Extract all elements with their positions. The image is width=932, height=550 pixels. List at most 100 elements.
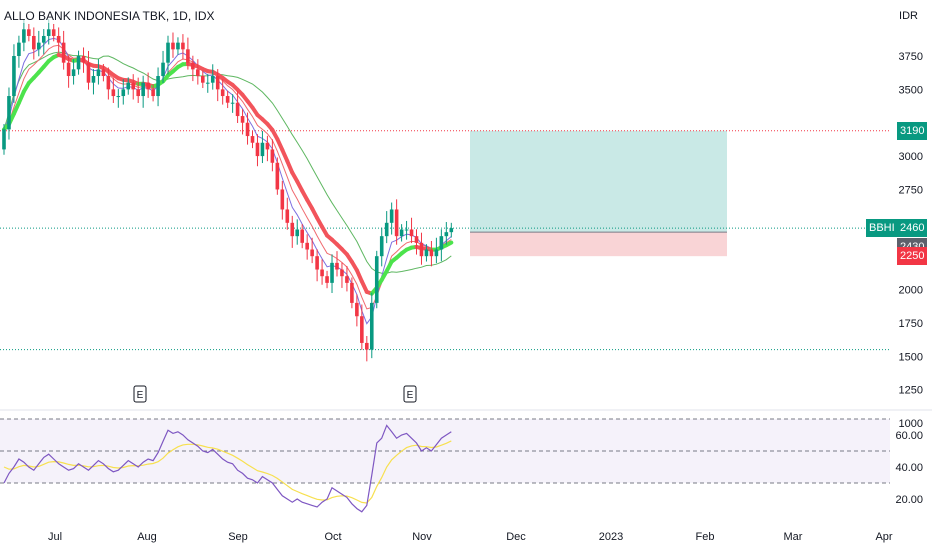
candle-body[interactable] [141, 82, 145, 97]
candle-body[interactable] [2, 129, 6, 150]
candle-body[interactable] [305, 242, 309, 250]
candle-body[interactable] [369, 302, 374, 350]
candle-body[interactable] [166, 42, 170, 63]
candle-body[interactable] [389, 209, 394, 223]
candle-body[interactable] [330, 262, 334, 283]
candle-body[interactable] [56, 35, 61, 43]
candle-body[interactable] [394, 209, 399, 237]
candle-body[interactable] [409, 229, 414, 237]
candle-body[interactable] [379, 236, 384, 257]
candle-body[interactable] [429, 249, 434, 257]
candle-body[interactable] [250, 136, 255, 143]
candle-body[interactable] [96, 69, 101, 77]
candle-body[interactable] [355, 302, 359, 317]
candle-body[interactable] [270, 149, 275, 163]
candle-body[interactable] [260, 142, 265, 157]
candle-body[interactable] [255, 142, 260, 157]
candle-body[interactable] [365, 342, 369, 350]
candle-body[interactable] [126, 82, 131, 90]
candle-body[interactable] [384, 222, 389, 237]
candle-body[interactable] [61, 42, 66, 63]
candle-body[interactable] [265, 142, 270, 150]
candle-body[interactable] [245, 122, 250, 137]
price-axis-tick: 2000 [899, 285, 923, 297]
candle-body[interactable] [240, 116, 245, 123]
candle-body[interactable] [111, 89, 116, 97]
candle-body[interactable] [280, 189, 285, 210]
candle-body[interactable] [230, 102, 235, 104]
candle-body[interactable] [295, 229, 300, 237]
candle-body[interactable] [201, 76, 205, 83]
candle-body[interactable] [225, 96, 230, 103]
candle-body[interactable] [196, 69, 200, 77]
candle-body[interactable] [136, 89, 140, 97]
candle-body[interactable] [360, 316, 364, 343]
candle-body[interactable] [320, 269, 324, 277]
candle-body[interactable] [27, 29, 31, 36]
candle-body[interactable] [7, 96, 11, 130]
candle-body[interactable] [91, 76, 96, 83]
candle-body[interactable] [66, 62, 71, 77]
candle-body[interactable] [186, 49, 190, 63]
candle-body[interactable] [220, 89, 225, 97]
candle-body[interactable] [12, 56, 16, 97]
candle-body[interactable] [101, 69, 106, 77]
candle-body[interactable] [215, 76, 220, 90]
earnings-marker[interactable] [403, 385, 417, 403]
candle-body[interactable] [315, 256, 319, 270]
candle-body[interactable] [116, 96, 121, 98]
candle-body[interactable] [414, 236, 419, 243]
candle-body[interactable] [161, 62, 165, 77]
candle-body[interactable] [176, 42, 180, 50]
candle-body[interactable] [439, 236, 444, 250]
candle-body[interactable] [156, 76, 160, 97]
candle-body[interactable] [404, 229, 409, 231]
candle-body[interactable] [146, 82, 150, 90]
candle-body[interactable] [46, 29, 51, 36]
candle-body[interactable] [36, 42, 41, 50]
candle-body[interactable] [235, 102, 240, 117]
candle-body[interactable] [76, 56, 81, 70]
candle-body[interactable] [86, 62, 91, 83]
candle-body[interactable] [210, 76, 215, 83]
candle-body[interactable] [41, 35, 46, 43]
candle-body[interactable] [205, 82, 210, 84]
candle-body[interactable] [310, 249, 314, 257]
price-axis-tick: 2750 [899, 184, 923, 196]
candle-body[interactable] [71, 69, 76, 77]
candle-body[interactable] [32, 35, 36, 50]
candle-body[interactable] [399, 229, 404, 237]
candle-body[interactable] [424, 249, 429, 257]
candle-body[interactable] [121, 89, 126, 97]
candle-body[interactable] [419, 242, 424, 257]
rsi-axis-tick: 40.00 [895, 462, 923, 474]
candle-body[interactable] [434, 249, 439, 257]
candle-body[interactable] [300, 229, 304, 243]
candle-body[interactable] [151, 89, 155, 97]
candle-body[interactable] [350, 282, 354, 303]
candle-body[interactable] [181, 42, 185, 50]
candle-body[interactable] [81, 56, 86, 63]
candle-body[interactable] [325, 276, 329, 283]
candle-body[interactable] [285, 209, 290, 223]
candle-body[interactable] [106, 76, 111, 90]
candle-body[interactable] [449, 228, 454, 233]
candle-body[interactable] [171, 42, 175, 50]
candle-body[interactable] [131, 82, 136, 90]
ema-thick-segment [280, 147, 290, 164]
candle-body[interactable] [335, 262, 339, 270]
candle-body[interactable] [444, 232, 449, 237]
candle-body[interactable] [290, 222, 295, 237]
candle-body[interactable] [345, 276, 349, 283]
candle-body[interactable] [340, 269, 344, 277]
candle-body[interactable] [22, 29, 26, 43]
target-price-tag: 3190 [897, 121, 928, 140]
candle-body[interactable] [51, 29, 56, 36]
candle-body[interactable] [374, 256, 379, 303]
earnings-marker[interactable] [133, 385, 147, 403]
candle-body[interactable] [275, 162, 280, 190]
candle-body[interactable] [191, 62, 195, 70]
candle-body[interactable] [17, 42, 21, 56]
